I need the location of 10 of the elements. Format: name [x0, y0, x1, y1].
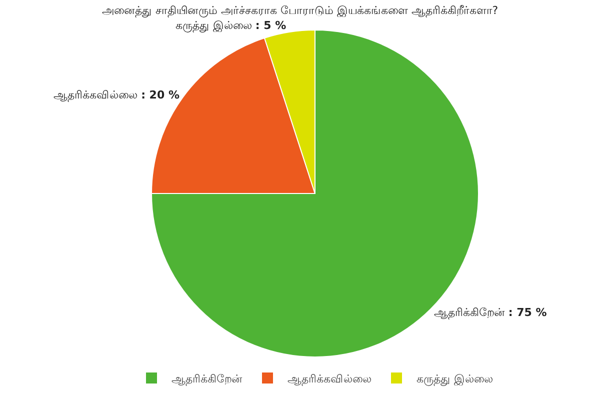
- slice-label: ஆதரிக்கவில்லை: [54, 88, 138, 102]
- legend-label: ஆதரிக்கவில்லை: [288, 372, 372, 386]
- slice-label: ஆதரிக்கிறேன்: [434, 306, 505, 319]
- data-label: : 5 %: [255, 19, 286, 32]
- slice-label: கருத்து இல்லை: [175, 19, 252, 32]
- data-label: : 20 %: [141, 88, 180, 102]
- legend-label: கருத்து இல்லை: [416, 372, 493, 386]
- legend-label: ஆதரிக்கிறேன்: [172, 372, 242, 386]
- chart-title: அனைத்து சாதியினரும் அர்ச்சகராக போராடும் இயக்கங்களை ஆதரிக்கிறீர்களா?: [102, 4, 498, 17]
- data-label: : 75 %: [508, 306, 547, 319]
